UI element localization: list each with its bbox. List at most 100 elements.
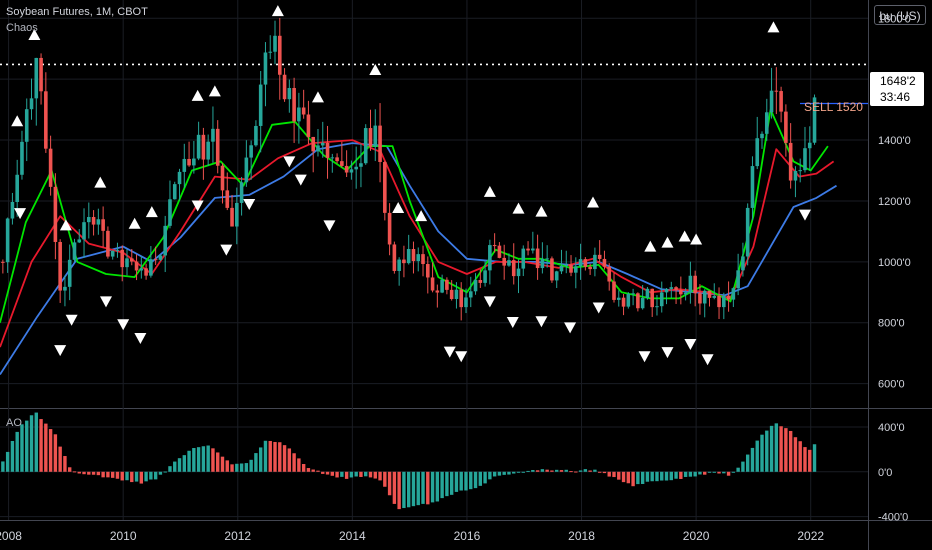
ao-bar	[683, 471, 688, 477]
ao-bar	[712, 471, 716, 473]
ao-bar	[803, 447, 807, 472]
price-tick-label: 800'0	[878, 318, 905, 330]
candle-body	[368, 128, 373, 147]
fractal-down-marker	[798, 209, 811, 221]
ao-tick-label: -400'0	[878, 512, 908, 524]
fractal-down-marker	[191, 200, 204, 212]
fractal-down-marker	[701, 354, 714, 366]
ao-bar	[263, 440, 268, 472]
fractal-up-marker	[535, 205, 548, 217]
candle-body	[58, 241, 62, 291]
candle-body	[249, 145, 253, 158]
candle-body	[268, 51, 273, 53]
fractal-up-marker	[311, 91, 324, 103]
candle-body	[712, 296, 717, 298]
ao-bar	[449, 471, 454, 495]
ao-bar	[68, 467, 72, 472]
candle-body	[764, 112, 769, 134]
candle-body	[507, 260, 511, 266]
ao-bar	[574, 471, 578, 473]
candle-body	[578, 259, 583, 267]
ao-bar	[163, 471, 167, 473]
candle-body	[616, 297, 621, 300]
fractal-down-marker	[220, 244, 233, 256]
ao-bar	[77, 471, 81, 474]
price-tick-label: 1000'0	[878, 257, 911, 269]
candle-body	[621, 297, 626, 307]
ao-bar	[196, 447, 201, 472]
ao-bar	[125, 471, 129, 481]
ao-bar	[588, 470, 592, 472]
candle-body	[5, 218, 10, 263]
candle-body	[707, 290, 712, 298]
ao-bar	[254, 453, 258, 472]
candle-body	[87, 217, 91, 223]
time-tick-label: 2018	[568, 529, 595, 543]
ao-bar	[664, 471, 669, 481]
ao-bar	[282, 445, 287, 472]
candle-body	[679, 289, 683, 295]
ao-bar	[58, 446, 62, 472]
ao-bar	[340, 471, 344, 477]
candle-body	[139, 268, 144, 271]
candle-body	[273, 35, 277, 52]
ao-bar	[631, 471, 635, 487]
candle-body	[511, 260, 516, 277]
ao-bar	[492, 471, 497, 477]
ao-bar	[540, 469, 545, 472]
ao-bar	[330, 471, 335, 476]
price-tick-label: 1400'0	[878, 135, 911, 147]
candle-body	[483, 270, 487, 283]
ao-bar	[769, 425, 774, 472]
ao-bar	[793, 437, 798, 472]
candle-body	[559, 265, 564, 272]
fractal-up-marker	[94, 176, 107, 188]
fractal-up-marker	[191, 89, 204, 101]
ao-bar	[368, 471, 373, 478]
ao-bar	[650, 471, 654, 482]
ao-bar	[316, 470, 320, 472]
sell-order-label[interactable]: SELL 1520	[804, 100, 863, 114]
ao-bar	[96, 471, 101, 476]
alligator-lips-line	[0, 108, 829, 323]
ao-bar	[464, 471, 468, 491]
ao-bar	[722, 471, 726, 474]
ao-bar	[158, 471, 163, 475]
ao-bar	[397, 471, 401, 510]
ao-bar	[20, 424, 24, 472]
ao-bar	[497, 471, 502, 476]
fractal-up-marker	[59, 219, 72, 231]
bar-countdown: 33:46	[880, 90, 911, 104]
ao-bar	[808, 449, 812, 472]
ao-bar	[182, 455, 186, 472]
ao-bar	[110, 471, 115, 478]
ao-bar	[10, 440, 15, 472]
ao-bar	[373, 471, 377, 479]
fractal-down-marker	[506, 316, 519, 328]
ao-bar	[321, 471, 325, 474]
fractal-up-marker	[145, 206, 158, 218]
candle-body	[664, 288, 669, 293]
ao-bar	[120, 471, 124, 481]
candle-body	[359, 163, 363, 167]
candle-body	[239, 182, 244, 203]
fractal-up-marker	[512, 202, 525, 214]
ao-bar	[168, 466, 172, 472]
ao-bar	[765, 430, 769, 472]
candle-body	[788, 142, 793, 181]
fractal-down-marker	[684, 339, 697, 351]
candle-body	[674, 287, 678, 290]
candle-body	[363, 128, 368, 164]
ao-bar	[569, 471, 573, 473]
candle-body	[449, 289, 454, 299]
ao-bar	[774, 423, 779, 472]
ao-bar	[578, 470, 583, 472]
fractal-up-marker	[208, 85, 221, 97]
unit-selector[interactable]: bu (US)	[874, 5, 926, 25]
fractal-up-marker	[28, 29, 41, 41]
candle-body	[168, 199, 172, 226]
candle-body	[82, 222, 86, 240]
ao-bar	[760, 434, 764, 472]
candle-body	[158, 255, 163, 260]
